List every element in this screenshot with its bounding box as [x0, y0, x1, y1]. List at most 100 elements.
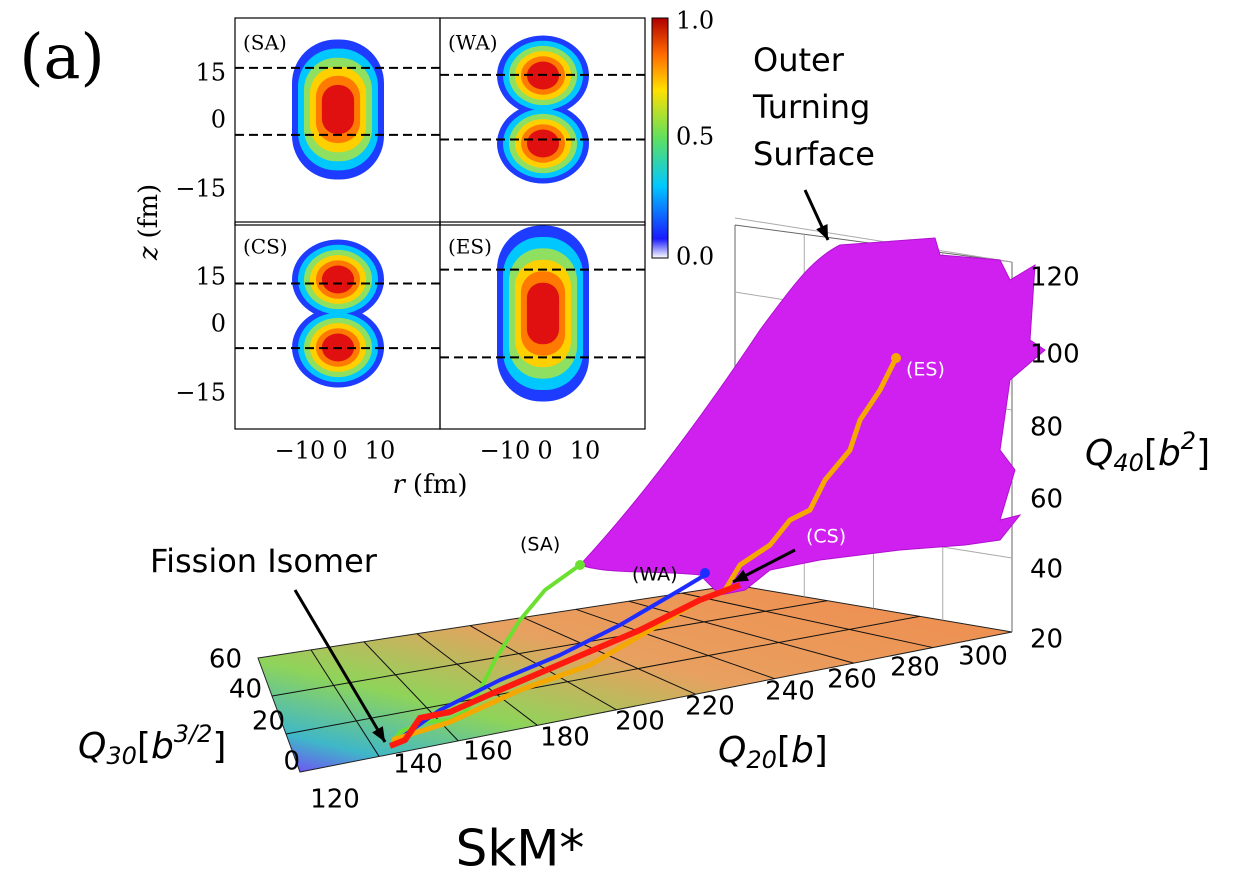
arrow-head: [372, 726, 385, 742]
y-tick-label: 15: [195, 263, 226, 291]
x-tick-label: −10: [480, 437, 531, 465]
annotation: Surface: [753, 135, 875, 173]
q40-tick-label: 60: [1030, 485, 1063, 515]
floor-grid: [575, 608, 775, 680]
y-tick-label: 0: [211, 310, 226, 338]
colorbar: [651, 17, 669, 259]
annotation: Fission Isomer: [150, 542, 378, 580]
y-axis-label: z (fm): [134, 184, 164, 261]
q20-tick-label: 280: [890, 653, 940, 683]
superscript: 2: [1181, 427, 1196, 455]
density-contour: [526, 129, 560, 158]
x-tick-label: 0: [537, 437, 552, 465]
path-label: (SA): [520, 534, 560, 556]
caption: SkM*: [456, 820, 585, 876]
q20-tick-label: 180: [540, 723, 590, 753]
floor-grid: [681, 592, 933, 649]
q40-tick-label: 100: [1030, 340, 1080, 370]
panel-label: (a): [19, 20, 104, 93]
q20-tick-label: 260: [827, 665, 877, 695]
bracket: ]: [1196, 433, 1210, 474]
surface-plot: Outer Turning Surface Fission Isomer (SA) (WA…: [78, 41, 1210, 815]
axis-label: Q40[b2]: [1085, 427, 1210, 477]
arrow-head: [816, 224, 828, 240]
path-endpoint: [891, 353, 901, 363]
axis-label: Q30[b3/2]: [78, 720, 226, 770]
symbol: Q: [78, 726, 106, 767]
q20-tick-label: 240: [765, 677, 815, 707]
unit: (fm): [134, 184, 164, 239]
path-endpoint: [700, 568, 710, 578]
x-tick-label: −10: [275, 437, 326, 465]
q40-tick-label: 120: [1030, 263, 1080, 293]
annotation: Turning: [752, 88, 870, 126]
panel-frame: [439, 17, 646, 226]
symbol: Q: [718, 730, 746, 771]
floor-grid: [469, 625, 617, 711]
floor-grid: [628, 600, 854, 664]
panel-label: (CS): [243, 235, 288, 259]
x-tick-label: 10: [570, 437, 601, 465]
q30-tick-label: 20: [252, 707, 285, 737]
density-panel: (SA): [234, 17, 441, 226]
fission-path: [388, 582, 742, 749]
q30-tick-label: 0: [283, 747, 300, 777]
symbol: Q: [1085, 433, 1113, 474]
x-axis-label: r (fm): [392, 470, 467, 500]
panel-label: (WA): [448, 31, 498, 55]
colorbar-tick-label: 0.5: [676, 123, 714, 151]
q40-tick-label: 40: [1030, 555, 1063, 585]
q30-tick-label: 60: [209, 645, 242, 675]
fission-path: [393, 573, 707, 744]
q40-tick-label: 20: [1030, 625, 1063, 655]
colorbar-tick-label: 1.0: [676, 7, 714, 35]
q20-tick-label: 140: [393, 750, 443, 780]
unit: b: [1158, 433, 1181, 474]
density-contour: [321, 85, 355, 134]
symbol: z: [134, 246, 164, 261]
density-panel: (ES): [439, 221, 646, 430]
y-tick-label: −15: [175, 379, 226, 407]
fission-path: [391, 356, 899, 743]
x-tick-label: 0: [332, 437, 347, 465]
q20-tick-label: 300: [958, 642, 1008, 672]
subscript: 30: [106, 742, 137, 770]
unit: b: [791, 730, 814, 771]
panel-frame: [439, 221, 646, 430]
unit: (fm): [413, 470, 468, 500]
annotation-arrow: [293, 589, 387, 743]
q20-tick-label: 200: [615, 707, 665, 737]
bracket: ]: [212, 726, 226, 767]
path-label: (CS): [806, 526, 846, 548]
density-panel: (WA): [439, 17, 646, 226]
floor-grid: [271, 600, 828, 697]
bracket: ]: [814, 730, 828, 771]
floor-grid: [416, 633, 538, 726]
y-tick-label: −15: [175, 175, 226, 203]
subscript: 40: [1113, 449, 1144, 477]
y-tick-label: 15: [195, 59, 226, 87]
symbol: r: [392, 470, 406, 500]
superscript: 3/2: [174, 720, 213, 748]
panel-label: (SA): [243, 31, 287, 55]
axis-label: Q20[b]: [718, 730, 828, 774]
colorbar-tick-label: 0.0: [676, 243, 714, 271]
path-label: (WA): [632, 564, 678, 586]
bracket: [: [1144, 433, 1158, 474]
q20-tick-label: 220: [685, 692, 735, 722]
floor-grid: [310, 649, 380, 757]
q30-tick-label: 40: [229, 675, 262, 705]
bracket: [: [777, 730, 791, 771]
y-tick-label: 0: [211, 106, 226, 134]
q40-tick-label: 80: [1030, 413, 1063, 443]
floor-grid: [285, 615, 920, 735]
annotation: Outer: [753, 41, 845, 79]
q20-tick-label: 120: [310, 785, 360, 815]
density-panel: (CS): [234, 221, 441, 430]
density-contour: [321, 265, 355, 294]
path-endpoint: [575, 560, 585, 570]
q20-tick-label: 160: [463, 737, 513, 767]
unit: b: [151, 726, 174, 767]
